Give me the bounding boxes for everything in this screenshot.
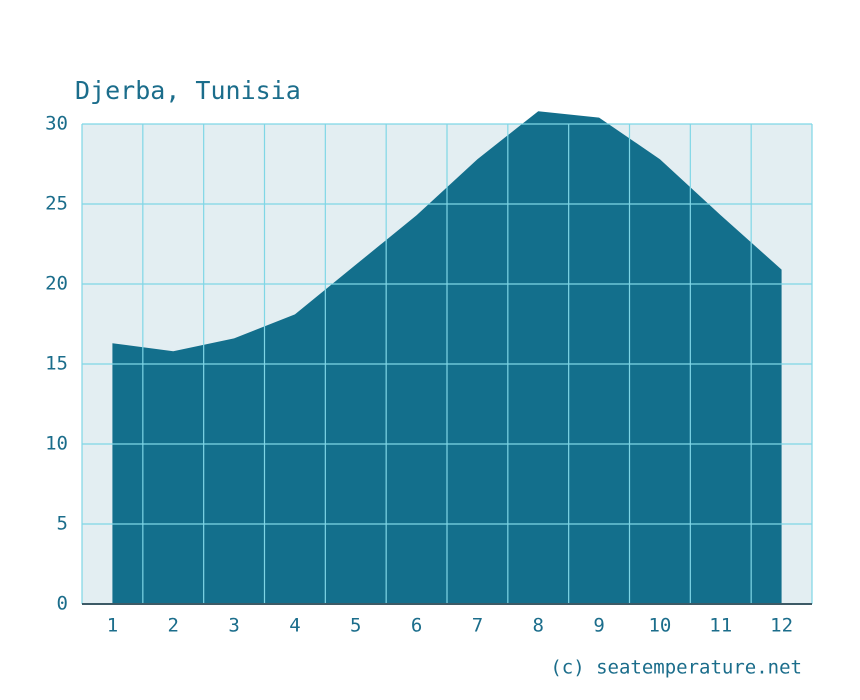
x-tick-label: 5	[350, 615, 361, 637]
x-tick-label: 1	[107, 615, 118, 637]
y-tick-label: 20	[45, 273, 68, 295]
x-tick-label: 3	[228, 615, 239, 637]
y-tick-label: 30	[45, 113, 68, 135]
x-tick-label: 12	[770, 615, 793, 637]
x-tick-label: 10	[648, 615, 671, 637]
x-tick-label: 7	[472, 615, 483, 637]
x-tick-label: 6	[411, 615, 422, 637]
x-tick-label: 9	[593, 615, 604, 637]
credit: (c) seatemperature.net	[550, 657, 802, 679]
y-tick-label: 10	[45, 433, 68, 455]
chart-title: Djerba, Tunisia	[75, 76, 301, 105]
y-tick-label: 0	[57, 593, 68, 615]
y-tick-label: 25	[45, 193, 68, 215]
x-tick-label: 4	[289, 615, 300, 637]
y-tick-label: 5	[57, 513, 68, 535]
x-tick-label: 11	[709, 615, 732, 637]
y-tick-label: 15	[45, 353, 68, 375]
x-tick-label: 2	[168, 615, 179, 637]
x-tick-label: 8	[533, 615, 544, 637]
